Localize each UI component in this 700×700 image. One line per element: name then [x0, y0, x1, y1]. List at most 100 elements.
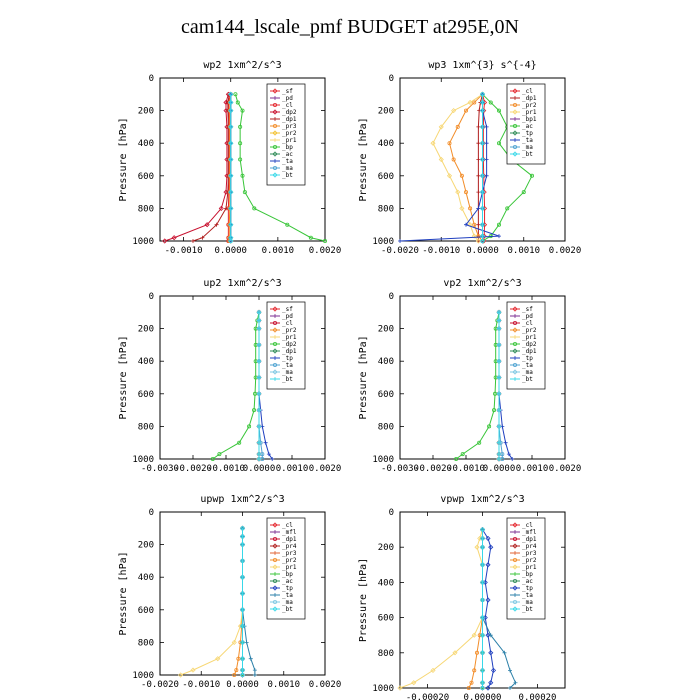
x-tick-label: 0.0010 [516, 464, 549, 474]
y-tick-label: 200 [378, 107, 394, 117]
chart-panel: vp2 1xm^2/s^3 Pressure [hPa] 0 200 400 600 800… [358, 278, 581, 474]
y-tick-label: 600 [378, 172, 394, 182]
legend-label: _pr1 [282, 137, 297, 144]
y-tick-label: 1000 [372, 455, 394, 465]
data-point [479, 222, 486, 228]
data-point [263, 440, 268, 445]
legend-label: _sf [282, 88, 293, 95]
data-point [228, 222, 234, 228]
legend-label: _ac [282, 578, 293, 585]
series-line [180, 528, 243, 676]
data-point [497, 452, 501, 457]
x-tick-label: -0.0020 [141, 680, 179, 690]
legend-label: _ma [522, 144, 533, 151]
data-point [231, 639, 237, 645]
data-point [496, 141, 501, 146]
data-point [488, 680, 494, 686]
legend-label: _pr2 [522, 557, 537, 564]
data-point [459, 205, 465, 211]
data-point [477, 440, 482, 445]
legend-marker [513, 377, 517, 381]
data-point [479, 140, 486, 146]
legend-label: _pr2 [522, 327, 537, 334]
legend-marker [272, 600, 277, 605]
x-tick-label: -0.0020 [174, 464, 212, 474]
data-point [484, 124, 489, 129]
y-tick-label: 800 [138, 204, 154, 214]
data-point [488, 100, 493, 105]
series-line [455, 312, 500, 460]
legend-label: _ma [282, 165, 293, 172]
data-point [257, 318, 261, 323]
legend-marker [273, 314, 277, 318]
x-tick-label: 0.0000 [243, 464, 276, 474]
data-point [479, 615, 486, 621]
data-point [463, 108, 468, 113]
x-tick-label: -0.0010 [447, 464, 485, 474]
y-tick-label: 600 [378, 614, 394, 624]
y-tick-label: 200 [378, 325, 394, 335]
data-point [505, 206, 510, 211]
data-point [474, 544, 480, 550]
y-tick-label: 800 [138, 638, 154, 648]
series-line [448, 93, 483, 242]
x-tick-label: 0.0020 [309, 464, 342, 474]
data-point [257, 326, 261, 331]
data-point [240, 108, 245, 113]
data-point [239, 590, 246, 597]
legend-label: _pr2 [522, 102, 537, 109]
data-point [451, 108, 457, 114]
y-tick-label: 800 [378, 422, 394, 432]
data-point [228, 238, 234, 244]
x-tick-label: 0.0010 [276, 464, 309, 474]
data-point [476, 190, 481, 195]
legend-marker [512, 88, 518, 94]
legend-marker [513, 103, 518, 108]
data-point [530, 173, 535, 178]
legend-marker [513, 593, 517, 597]
data-point [452, 650, 458, 656]
data-point [490, 667, 497, 673]
data-point [460, 452, 465, 457]
data-point [497, 457, 501, 461]
data-point [485, 685, 491, 691]
chart-panel: upwp 1xm^2/s^3 Pressure [hPa] 0 200 400 600 80… [118, 494, 341, 690]
y-tick-label: 600 [138, 606, 154, 616]
data-point [239, 667, 246, 673]
data-point [204, 222, 210, 228]
data-point [479, 579, 486, 585]
data-point [476, 173, 481, 178]
legend-label: _pr4 [282, 543, 297, 550]
y-axis-label: Pressure [hPa] [118, 551, 129, 635]
legend-label: _cl [282, 102, 293, 109]
x-tick-label: 0.00020 [519, 693, 557, 700]
data-point [210, 456, 215, 461]
legend-label: _bp1 [522, 116, 537, 123]
data-point [228, 189, 234, 195]
data-point [239, 574, 246, 580]
data-point [487, 424, 492, 429]
legend-marker [272, 606, 278, 612]
legend-marker [273, 356, 277, 360]
legend-label: _sf [282, 306, 293, 313]
x-tick-label: 0.0020 [309, 246, 342, 256]
legend-label: _pd [282, 95, 293, 102]
y-tick-label: 400 [378, 578, 394, 588]
legend-marker [272, 585, 278, 591]
series-line [233, 528, 243, 676]
y-tick-label: 400 [138, 139, 154, 149]
data-point [215, 656, 221, 662]
data-point [506, 452, 511, 457]
data-point [479, 108, 486, 114]
x-tick-label: 0.0010 [267, 680, 300, 690]
data-point [502, 650, 507, 655]
y-tick-label: 400 [378, 139, 394, 149]
series-line [482, 529, 495, 689]
data-point [191, 239, 195, 243]
data-point [228, 91, 234, 97]
legend-marker [272, 522, 278, 528]
y-tick-label: 400 [378, 357, 394, 367]
plot-frame [399, 295, 566, 460]
data-point [252, 408, 257, 413]
